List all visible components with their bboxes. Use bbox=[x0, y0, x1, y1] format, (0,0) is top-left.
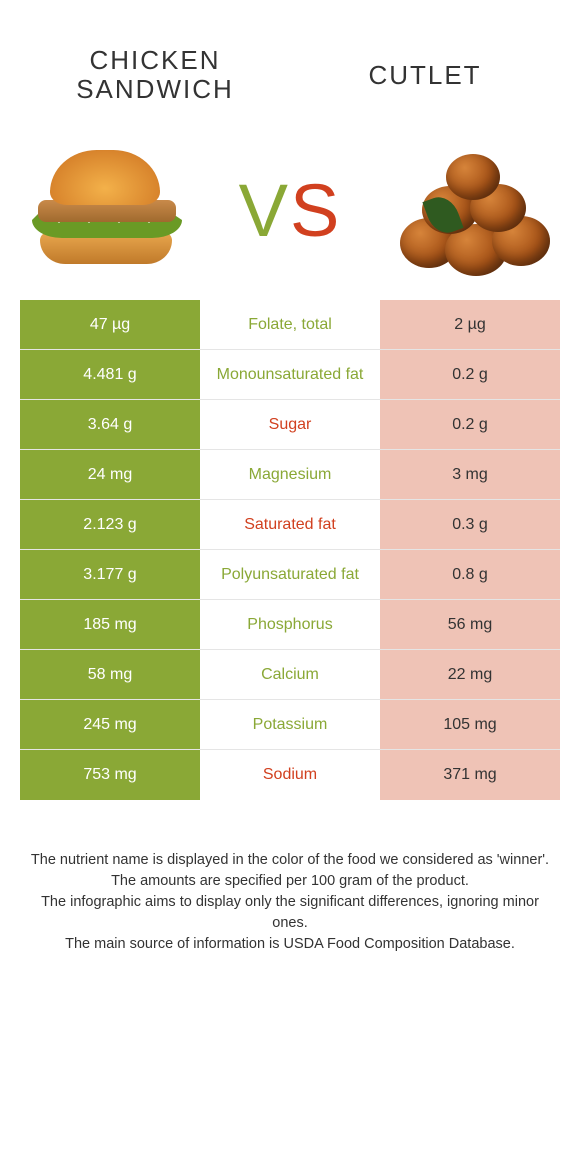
vs-label: VS bbox=[239, 168, 342, 253]
right-value: 56 mg bbox=[380, 600, 560, 649]
table-row: 753 mgSodium371 mg bbox=[20, 750, 560, 800]
nutrient-label: Folate, total bbox=[200, 300, 380, 349]
left-value: 245 mg bbox=[20, 700, 200, 749]
header-row: CHICKENSANDWICH CUTLET bbox=[0, 0, 580, 120]
right-value: 22 mg bbox=[380, 650, 560, 699]
left-value: 3.177 g bbox=[20, 550, 200, 599]
right-value: 0.2 g bbox=[380, 350, 560, 399]
right-value: 0.3 g bbox=[380, 500, 560, 549]
footnote-line: The nutrient name is displayed in the co… bbox=[30, 850, 550, 871]
nutrient-label: Calcium bbox=[200, 650, 380, 699]
left-value: 24 mg bbox=[20, 450, 200, 499]
right-food-title: CUTLET bbox=[290, 61, 560, 90]
table-row: 185 mgPhosphorus56 mg bbox=[20, 600, 560, 650]
left-value: 3.64 g bbox=[20, 400, 200, 449]
cutlet-image bbox=[390, 140, 560, 280]
nutrient-label: Polyunsaturated fat bbox=[200, 550, 380, 599]
left-value: 58 mg bbox=[20, 650, 200, 699]
nutrient-label: Potassium bbox=[200, 700, 380, 749]
nutrient-label: Magnesium bbox=[200, 450, 380, 499]
chicken-sandwich-image bbox=[20, 140, 190, 280]
vs-s: S bbox=[290, 169, 341, 252]
left-value: 2.123 g bbox=[20, 500, 200, 549]
left-value: 4.481 g bbox=[20, 350, 200, 399]
left-value: 185 mg bbox=[20, 600, 200, 649]
left-value: 753 mg bbox=[20, 750, 200, 800]
right-value: 2 µg bbox=[380, 300, 560, 349]
table-row: 3.64 gSugar0.2 g bbox=[20, 400, 560, 450]
table-row: 4.481 gMonounsaturated fat0.2 g bbox=[20, 350, 560, 400]
right-value: 371 mg bbox=[380, 750, 560, 800]
table-row: 58 mgCalcium22 mg bbox=[20, 650, 560, 700]
table-row: 2.123 gSaturated fat0.3 g bbox=[20, 500, 560, 550]
nutrient-label: Phosphorus bbox=[200, 600, 380, 649]
nutrient-label: Sugar bbox=[200, 400, 380, 449]
left-food-title: CHICKENSANDWICH bbox=[20, 46, 290, 103]
vs-v: V bbox=[239, 169, 290, 252]
footnote-line: The infographic aims to display only the… bbox=[30, 892, 550, 934]
images-row: VS bbox=[0, 120, 580, 300]
nutrient-label: Sodium bbox=[200, 750, 380, 800]
table-row: 24 mgMagnesium3 mg bbox=[20, 450, 560, 500]
footnote-line: The main source of information is USDA F… bbox=[30, 934, 550, 955]
right-value: 0.8 g bbox=[380, 550, 560, 599]
table-row: 3.177 gPolyunsaturated fat0.8 g bbox=[20, 550, 560, 600]
right-value: 0.2 g bbox=[380, 400, 560, 449]
nutrient-label: Monounsaturated fat bbox=[200, 350, 380, 399]
table-row: 245 mgPotassium105 mg bbox=[20, 700, 560, 750]
footnotes: The nutrient name is displayed in the co… bbox=[0, 800, 580, 955]
right-value: 105 mg bbox=[380, 700, 560, 749]
left-value: 47 µg bbox=[20, 300, 200, 349]
nutrition-table: 47 µgFolate, total2 µg4.481 gMonounsatur… bbox=[20, 300, 560, 800]
nutrient-label: Saturated fat bbox=[200, 500, 380, 549]
footnote-line: The amounts are specified per 100 gram o… bbox=[30, 871, 550, 892]
table-row: 47 µgFolate, total2 µg bbox=[20, 300, 560, 350]
right-value: 3 mg bbox=[380, 450, 560, 499]
